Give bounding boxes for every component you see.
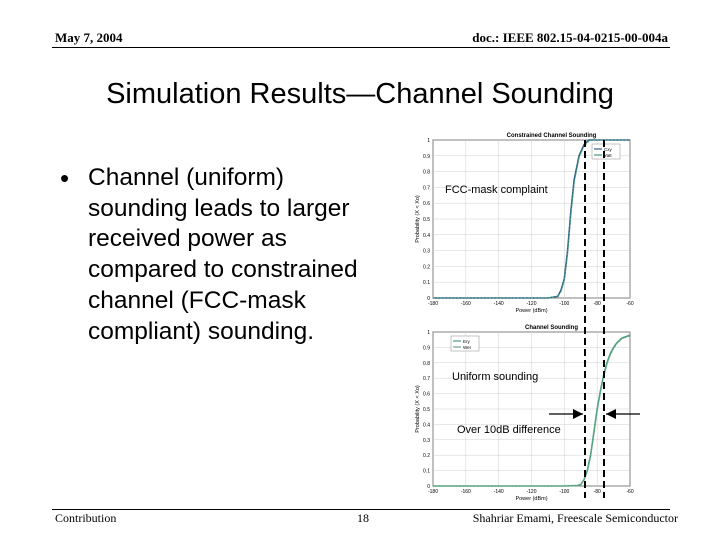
y-tick-label: 0.7 (423, 185, 430, 191)
legend-label: Yatt (604, 153, 612, 158)
y-tick-label: 0.4 (423, 233, 430, 239)
y-tick-label: 0 (427, 484, 430, 490)
y-tick-label: 0.8 (423, 170, 430, 176)
y-tick-label: 0.6 (423, 201, 430, 207)
page-number: 18 (357, 511, 369, 525)
y-tick-label: 0.9 (423, 154, 430, 160)
y-tick-label: 0.1 (423, 469, 430, 475)
y-tick-label: 0.9 (423, 345, 430, 351)
y-tick-label: 0.1 (423, 280, 430, 286)
annotation-uniform: Uniform sounding (452, 371, 538, 383)
chart-constrained: -180 -160 -140 -120 -100 -80 -60 0 0.1 0.2 0.3 0.4 0… (415, 133, 634, 314)
y-tick-label: 0.2 (423, 453, 430, 459)
x-tick-label: -80 (594, 301, 601, 307)
x-tick-label: -100 (559, 301, 569, 307)
header-divider (52, 47, 670, 48)
x-tick-label: -120 (526, 489, 536, 495)
chart-title: Constrained Channel Sounding (507, 133, 597, 139)
y-tick-label: 0.2 (423, 264, 430, 270)
y-tick-label: 0 (427, 296, 430, 302)
legend-label: Cxy (604, 147, 612, 152)
x-tick-label: -180 (428, 301, 438, 307)
y-tick-label: 0.6 (423, 392, 430, 398)
bullet-marker: • (60, 163, 70, 193)
footer-contribution: Contribution (55, 511, 117, 525)
header-date: May 7, 2004 (55, 30, 123, 45)
footer-divider (52, 509, 670, 510)
x-tick-label: -140 (494, 489, 504, 495)
x-tick-label: -60 (626, 489, 633, 495)
x-tick-label: -160 (461, 489, 471, 495)
chart-title: Channel Sounding (525, 325, 578, 331)
chart-uniform: -180 -160 -140 -120 -100 -80 -60 0 0.1 0.2 0.3 0.4 0… (415, 325, 634, 502)
x-axis-label: Power (dBm) (515, 308, 547, 314)
y-tick-label: 1 (427, 330, 430, 336)
x-axis-label: Power (dBm) (515, 496, 547, 502)
y-tick-label: 1 (427, 138, 430, 144)
arrowhead-left (573, 409, 583, 419)
arrowhead-right (606, 409, 616, 419)
x-tick-label: -80 (594, 489, 601, 495)
legend-label: Ery (463, 339, 471, 344)
annotation-fcc: FCC-mask complaint (445, 184, 548, 196)
y-tick-label: 0.3 (423, 249, 430, 255)
footer-author: Shahriar Emami, Freescale Semiconductor (472, 511, 678, 525)
y-axis-label: Probability (X < Xo) (415, 385, 421, 433)
header-doc-id: doc.: IEEE 802.15-04-0215-00-004a (472, 30, 668, 45)
x-tick-label: -160 (461, 301, 471, 307)
y-tick-label: 0.4 (423, 422, 430, 428)
series-line-yatt (433, 139, 630, 299)
legend-label: Wer (463, 345, 472, 350)
x-tick-label: -180 (428, 489, 438, 495)
x-tick-label: -140 (494, 301, 504, 307)
y-tick-label: 0.5 (423, 217, 430, 223)
bullet-text: Channel (uniform) sounding leads to larg… (88, 164, 358, 345)
annotations: FCC-mask complaint Uniform sounding Over… (445, 140, 640, 498)
y-axis-label: Probability (X < Xo) (415, 195, 421, 243)
x-tick-label: -60 (626, 301, 633, 307)
x-tick-label: -120 (526, 301, 536, 307)
x-tick-label: -100 (559, 489, 569, 495)
y-tick-label: 0.3 (423, 438, 430, 444)
y-tick-label: 0.5 (423, 407, 430, 413)
slide-title: Simulation Results—Channel Sounding (106, 78, 614, 110)
annotation-difference: Over 10dB difference (457, 424, 561, 436)
y-tick-label: 0.7 (423, 376, 430, 382)
y-tick-label: 0.8 (423, 361, 430, 367)
